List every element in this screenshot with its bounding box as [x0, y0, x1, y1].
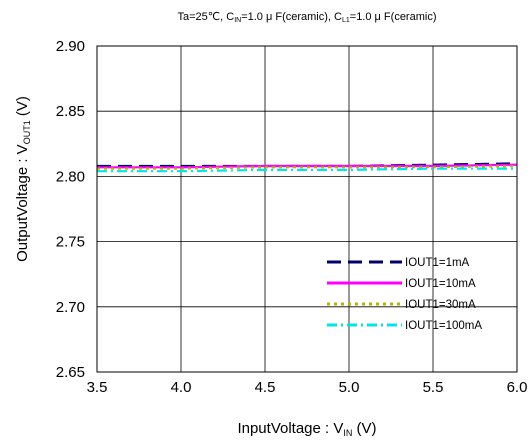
y-tick-labels: 2.65 2.70 2.75 2.80 2.85 2.90: [56, 38, 85, 381]
y-tick-label: 2.75: [56, 234, 85, 251]
x-tick-label: 3.5: [87, 379, 108, 396]
x-tick-label: 5.0: [339, 379, 360, 396]
y-tick-label: 2.90: [56, 38, 85, 55]
legend: IOUT1=1mA IOUT1=10mA IOUT1=30mA IOUT1=100mA: [327, 257, 482, 332]
x-tick-label: 4.0: [171, 379, 192, 396]
y-tick-label: 2.80: [56, 168, 85, 185]
x-tick-label: 5.5: [423, 379, 444, 396]
x-tick-label: 6.0: [507, 379, 528, 396]
series-line-2: [97, 163, 518, 169]
series-lines: [97, 162, 518, 173]
legend-label: IOUT1=1mA: [405, 257, 470, 269]
y-tick-label: 2.70: [56, 299, 85, 316]
legend-label: IOUT1=100mA: [405, 320, 482, 332]
chart-title: Ta=25℃, CIN=1.0 μ F(ceramic), CL1=1.0 μ …: [178, 11, 437, 24]
y-tick-label: 2.65: [56, 364, 85, 381]
legend-label: IOUT1=30mA: [405, 299, 476, 311]
plot-frame: [96, 45, 518, 373]
x-tick-label: 4.5: [255, 379, 276, 396]
y-tick-label: 2.85: [56, 103, 85, 120]
series-line-4: [97, 167, 517, 173]
x-axis-label: InputVoltage : VIN (V): [237, 420, 376, 438]
x-tick-labels: 3.5 4.0 4.5 5.0 5.5 6.0: [87, 379, 528, 396]
legend-label: IOUT1=10mA: [405, 278, 476, 290]
series-line-3: [97, 164, 518, 170]
y-axis-label: OutputVoltage : VOUT1 (V): [14, 96, 32, 262]
